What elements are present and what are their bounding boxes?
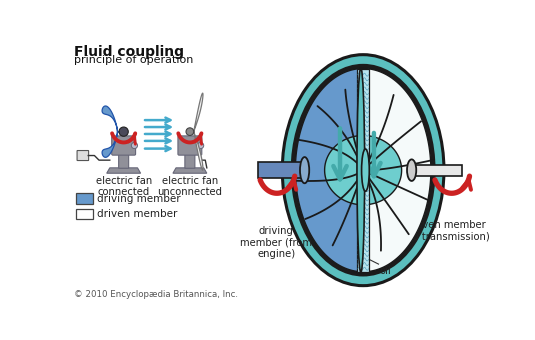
FancyBboxPatch shape — [76, 209, 93, 219]
Polygon shape — [190, 132, 203, 170]
Text: driven member: driven member — [97, 209, 177, 219]
Polygon shape — [173, 168, 207, 173]
Ellipse shape — [362, 149, 369, 191]
FancyBboxPatch shape — [178, 136, 202, 155]
Text: electric fan
connected: electric fan connected — [96, 175, 152, 197]
FancyBboxPatch shape — [77, 151, 89, 160]
Circle shape — [186, 128, 194, 136]
Text: driving member: driving member — [97, 194, 180, 204]
FancyBboxPatch shape — [411, 165, 462, 175]
Ellipse shape — [292, 65, 435, 276]
Polygon shape — [102, 132, 124, 157]
Text: Fluid coupling: Fluid coupling — [74, 46, 184, 60]
Text: principle of operation: principle of operation — [74, 55, 193, 65]
FancyBboxPatch shape — [185, 152, 195, 168]
Ellipse shape — [282, 55, 444, 286]
Polygon shape — [102, 106, 124, 132]
Circle shape — [132, 142, 137, 149]
Ellipse shape — [295, 69, 431, 272]
Circle shape — [119, 127, 128, 136]
FancyBboxPatch shape — [357, 69, 369, 272]
FancyBboxPatch shape — [112, 136, 135, 155]
Polygon shape — [295, 69, 363, 272]
Text: oil: oil — [379, 266, 391, 276]
Text: electric fan
unconnected: electric fan unconnected — [157, 175, 223, 197]
FancyBboxPatch shape — [258, 163, 304, 178]
Ellipse shape — [407, 159, 416, 181]
Polygon shape — [363, 69, 431, 272]
Text: © 2010 Encyclopædia Britannica, Inc.: © 2010 Encyclopædia Britannica, Inc. — [74, 290, 238, 299]
Ellipse shape — [300, 157, 309, 183]
FancyBboxPatch shape — [76, 193, 93, 204]
Text: driven member
(to transmission): driven member (to transmission) — [404, 220, 490, 242]
Polygon shape — [190, 93, 203, 132]
Circle shape — [197, 142, 204, 149]
Polygon shape — [106, 168, 141, 173]
Polygon shape — [360, 69, 367, 272]
FancyBboxPatch shape — [119, 152, 128, 168]
Ellipse shape — [357, 68, 365, 273]
Text: driving
member (from
engine): driving member (from engine) — [240, 226, 312, 259]
